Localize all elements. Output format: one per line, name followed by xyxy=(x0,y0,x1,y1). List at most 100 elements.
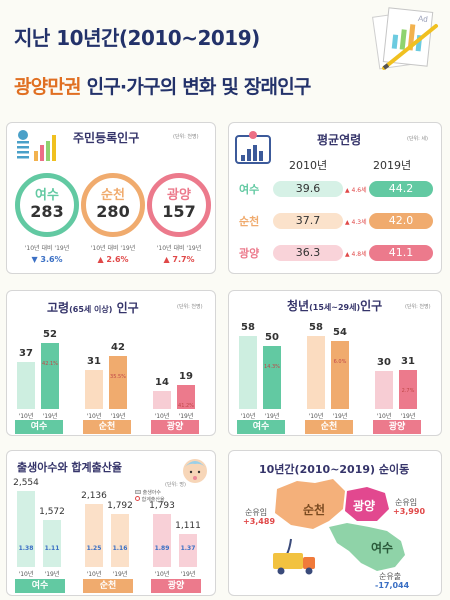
avg-age-delta: ▲ 4.3세 xyxy=(345,219,367,226)
elderly-region-tag: 광양 xyxy=(151,420,199,434)
youth-title-end: 인구 xyxy=(360,299,383,313)
births-rate-2010: 1.25 xyxy=(86,545,102,552)
births-bar-2010 xyxy=(17,491,35,567)
births-value-2010: 2,136 xyxy=(81,490,107,501)
births-region-tag: 광양 xyxy=(151,579,201,593)
avg-age-2010: 37.7 xyxy=(273,213,343,229)
legend-swatch-births xyxy=(135,490,141,494)
subtitle-accent: 광양만권 xyxy=(14,76,82,98)
migration-title: 10년간(2010~2019) 순이동 xyxy=(259,463,410,476)
gwangyang-map-label: 광양 xyxy=(353,499,376,513)
youth-value-2010: 30 xyxy=(377,357,391,368)
population-compare: '10년 대비 '19년 xyxy=(156,245,202,252)
elderly-value-2019: 42 xyxy=(111,341,125,353)
elderly-value-2019: 52 xyxy=(43,329,57,341)
elderly-bar-2010 xyxy=(17,362,35,409)
elderly-pct: 35.5% xyxy=(110,373,126,380)
avg-age-icon xyxy=(235,131,271,164)
elderly-region-tag: 순천 xyxy=(83,420,131,434)
legend-rate: 합계출산율 xyxy=(141,497,165,503)
births-x-2019: '19년 xyxy=(180,571,196,578)
elderly-bar-2010 xyxy=(85,369,103,409)
births-card: 출생아수와 합계출산율 (단위: 명) 출생아수 합계출산율 2,554 1,57… xyxy=(6,450,216,596)
births-title: 출생아수와 합계출산율 xyxy=(17,461,123,474)
youth-region-tag: 광양 xyxy=(373,420,421,434)
elderly-title-sub: (65세 이상) xyxy=(69,305,113,314)
youth-bar-2010 xyxy=(307,335,325,409)
elderly-value-2010: 14 xyxy=(155,377,169,389)
avg-age-region: 광양 xyxy=(239,247,260,260)
youth-x-2019: '19년 xyxy=(332,413,348,420)
avg-age-col-2019: 2019년 xyxy=(373,159,412,172)
yeosu-map-label: 여수 xyxy=(371,541,394,555)
elderly-x-2010: '10년 xyxy=(86,413,102,420)
births-value-2019: 1,111 xyxy=(175,521,201,532)
births-bar-2019 xyxy=(111,513,129,567)
youth-bar-2019 xyxy=(399,369,417,409)
youth-region-tag: 여수 xyxy=(237,420,285,434)
births-bar-2010 xyxy=(85,503,103,567)
population-title: 주민등록인구 xyxy=(73,131,140,145)
migration-map xyxy=(273,479,405,575)
avg-age-col-2010: 2010년 xyxy=(289,159,328,172)
population-value: 280 xyxy=(96,202,130,221)
page-title: 지난 10년간(2010~2019) xyxy=(14,26,260,50)
youth-pct: 2.7% xyxy=(401,387,415,394)
suncheon-map-label: 순천 xyxy=(303,503,326,517)
births-region-tag: 여수 xyxy=(15,579,65,593)
avg-age-unit: (단위: 세) xyxy=(407,136,428,142)
elderly-title-main: 고령 xyxy=(47,301,70,315)
elderly-pct: 42.1% xyxy=(42,361,58,368)
gwangyang-region xyxy=(345,487,389,521)
population-compare: '10년 대비 '19년 xyxy=(24,245,70,252)
births-rate-2019: 1.11 xyxy=(44,545,60,552)
resident-register-icon xyxy=(17,130,56,161)
avg-age-delta: ▲ 4.8세 xyxy=(345,251,367,258)
elderly-x-2019: '19년 xyxy=(178,413,194,420)
elderly-title-end: 인구 xyxy=(116,301,139,315)
births-bar-2010 xyxy=(153,513,171,567)
population-circle-1: 순천 280 xyxy=(81,173,145,237)
births-x-2019: '19년 xyxy=(44,571,60,578)
legend-swatch-rate xyxy=(135,496,140,501)
births-x-2010: '10년 xyxy=(154,571,170,578)
elderly-x-2019: '19년 xyxy=(110,413,126,420)
avg-age-delta: ▲ 4.6세 xyxy=(345,187,367,194)
avg-age-2010: 36.3 xyxy=(273,245,343,261)
youth-pct: 14.3% xyxy=(264,363,280,370)
youth-title-main: 청년 xyxy=(287,299,310,313)
births-value-2019: 1,792 xyxy=(107,500,133,511)
population-region-name: 광양 xyxy=(167,188,191,203)
youth-value-2019: 54 xyxy=(333,326,347,338)
youth-bar-2010 xyxy=(375,371,393,409)
elderly-x-2019: '19년 xyxy=(42,413,58,420)
births-unit: (단위: 명) xyxy=(165,482,186,488)
births-value-2010: 2,554 xyxy=(13,478,39,489)
births-x-2010: '10년 xyxy=(86,571,102,578)
avg-age-region: 순천 xyxy=(239,215,260,228)
population-region-name: 순천 xyxy=(101,188,125,203)
youth-bar-2010 xyxy=(239,335,257,409)
elderly-x-2010: '10년 xyxy=(154,413,170,420)
youth-title-sub: (15세~29세) xyxy=(309,303,361,312)
page-subtitle: 광양만권 인구·가구의 변화 및 장래인구 xyxy=(14,72,311,99)
avg-age-region: 여수 xyxy=(239,183,260,196)
migration-card: 10년간(2010~2019) 순이동 순천 광양 여수 순유입 +3,489 … xyxy=(228,450,442,596)
avg-age-2019: 42.0 xyxy=(369,213,433,229)
births-rate-2010: 1.89 xyxy=(154,545,170,552)
population-value: 157 xyxy=(162,202,196,221)
gwangyang-inflow-value: +3,990 xyxy=(393,507,426,516)
youth-x-2019: '19년 xyxy=(264,413,280,420)
youth-x-2010: '10년 xyxy=(308,413,324,420)
population-change: ▲ 2.6% xyxy=(97,255,129,264)
elderly-unit: (단위: 천명) xyxy=(177,304,203,310)
births-value-2010: 1,793 xyxy=(149,500,175,511)
births-x-2019: '19년 xyxy=(112,571,128,578)
elderly-pct: 41.2% xyxy=(178,402,194,409)
elderly-value-2010: 37 xyxy=(19,348,33,360)
youth-x-2010: '10년 xyxy=(376,413,392,420)
elderly-bar-2010 xyxy=(153,391,171,409)
population-compare: '10년 대비 '19년 xyxy=(90,245,136,252)
elderly-bar-2019 xyxy=(109,355,127,409)
youth-bar-2019 xyxy=(263,345,281,409)
